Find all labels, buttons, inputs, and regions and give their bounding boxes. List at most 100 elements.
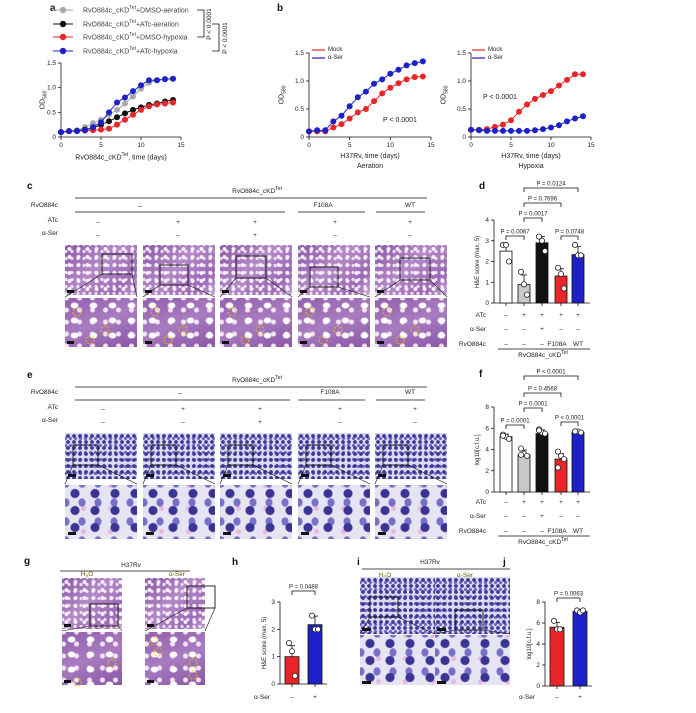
d-row-label: RvO884c [459,341,487,348]
b-hypoxia-x-tick-label: 10 [547,142,555,149]
f-data-point [561,456,568,463]
f-y-tick-label: 2 [485,468,489,475]
e-rv-f108a: F108A [320,389,340,396]
f-row-value: + [540,513,544,520]
b-aeration-data-point [411,74,418,81]
a-data-point [154,101,160,108]
c-inset-connector [131,273,138,298]
e-row-rv: RvO884c [30,389,58,396]
c-inset-box [235,255,267,279]
f-p-value: P = 0.4568 [528,387,558,393]
b-aeration-data-point [314,127,321,134]
i-inset-connector [359,616,371,635]
f-row-value: F108A [547,528,567,535]
d-data-point [518,268,525,275]
a-data-point [74,128,80,135]
d-p-value: P = 0.0124 [536,182,566,188]
g-inset-connector [204,607,216,632]
d-group-label: RvO884c_cKDTet [518,350,568,360]
b-hypoxia-data-point [508,117,514,124]
lesion-marker [85,335,95,345]
e-lung-section-ihc-zoom [220,485,292,539]
legend-b2-mock: Mock [488,47,503,53]
c-atc-value: + [176,219,180,226]
b-hypoxia-data-point [572,115,578,122]
d-y-tick-label: 0 [485,300,489,307]
e-lung-section-ihc [298,433,370,479]
f-y-tick-label: 4 [485,447,489,454]
d-row-value: WT [573,341,583,348]
c-aser-value: – [408,232,412,239]
lesion-marker [333,325,343,335]
panel-label-f: f [479,369,483,380]
h-bar-2 [307,624,323,685]
c-lung-section-high-mag [375,298,447,347]
b-aeration-data-point [306,128,312,135]
c-lung-section-low-mag [375,245,447,295]
c-rv-wt: WT [404,202,416,209]
a-data-point [66,128,72,135]
i-header: H37Rv [420,559,440,566]
e-aser-value: – [181,419,185,426]
xlabel-b-aeration: H37Rv, time (days) [340,153,400,160]
a-y-tick-label: 1.5 [47,60,56,67]
a-data-point [154,77,160,84]
d-row-value: F108A [547,341,567,348]
e-lung-section-ihc-zoom [143,485,215,539]
pvalue-b-aeration: P < 0.0001 [383,117,417,124]
d-data-point [505,258,512,265]
b-hypoxia-data-point [468,126,474,133]
c-rv-none: – [138,203,142,210]
a-data-point [130,106,136,113]
legend-a-marker [59,6,67,14]
e-lung-section-ihc [65,433,137,479]
scale-bar [300,341,307,344]
lesion-marker [240,335,250,345]
a-data-point [98,119,104,126]
lesion-marker [178,325,188,335]
c-aser-value: – [176,232,180,239]
c-atc-value: + [333,219,337,226]
a-data-point [122,94,128,101]
lesion-marker [163,335,173,345]
d-row-value: – [504,312,508,319]
d-y-tick-label: 1 [485,279,489,286]
c-rv-f108a: F108A [313,202,333,209]
d-comparison-bracket [560,235,579,240]
g-header: H37Rv [121,562,141,569]
b-hypoxia-data-point [548,88,554,95]
c-inset-connector [429,279,448,298]
j-row-value: – [555,694,559,701]
scale-bar [222,290,229,293]
a-data-point [170,75,176,82]
b-hypoxia-data-point [524,127,530,134]
b-aeration-data-point [338,112,345,119]
panel-label-d: d [479,181,486,192]
f-data-point [505,435,512,442]
e-atc-value: + [258,406,262,413]
c-aser-value: – [96,232,100,239]
a-x-tick-label: 5 [99,142,103,149]
b-aeration-x-tick-label: 0 [307,142,311,149]
f-data-point [578,429,585,436]
b-hypoxia-data-point [484,127,490,134]
b-aeration-data-point [346,103,353,110]
j-y-tick-label: 8 [536,599,540,606]
d-row-value: – [522,341,526,348]
e-aser-value: – [101,419,105,426]
a-data-point [114,106,120,113]
b-aeration-data-point [330,124,337,131]
c-inset-connector [265,277,293,298]
b-aeration-data-point [362,106,369,112]
a-data-point [162,100,168,107]
b-aeration-series-line-1 [308,60,423,132]
f-data-point [518,451,525,458]
h-comparison-bracket [291,590,316,595]
d-data-point [536,233,543,240]
legend-b1-aser: α-Ser [328,55,343,61]
c-aser-value: + [253,232,257,239]
pvalue-b-hypoxia: P < 0.0001 [483,94,517,101]
a-y-tick-label: 1.0 [47,85,56,92]
b-hypoxia-data-point [556,122,562,129]
